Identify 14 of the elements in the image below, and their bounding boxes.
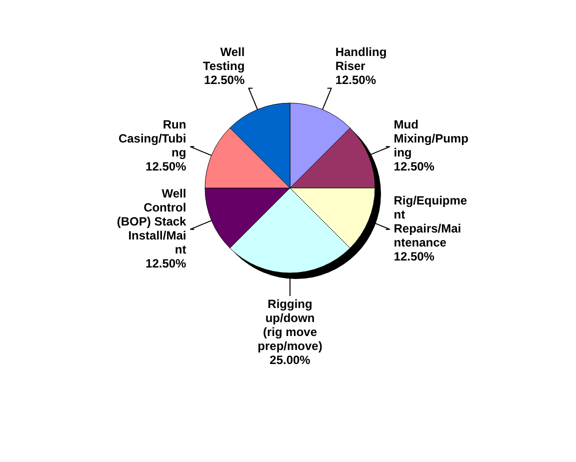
slice-label: Well Control (BOP) Stack Install/Maint xyxy=(116,186,187,256)
data-label: 12.50% xyxy=(146,256,187,270)
data-label: 25.00% xyxy=(270,353,311,367)
slice-label: Rig/Equipment Repairs/Maintenance xyxy=(394,193,468,250)
data-label: 12.50% xyxy=(204,73,245,88)
data-label: 12.50% xyxy=(394,249,435,264)
data-label: 12.50% xyxy=(335,73,376,88)
slice-label: Handling Riser xyxy=(335,45,387,74)
slice-label: Well Testing xyxy=(202,45,245,74)
slice-label: Rigging up/down (rig move prep/move) xyxy=(258,297,322,353)
slice-label: Run Casing/Tubing xyxy=(118,118,186,160)
slice-label: Mud Mixing/Pumping xyxy=(394,118,468,160)
data-label: 12.50% xyxy=(394,160,435,174)
data-label: 12.50% xyxy=(146,160,187,174)
